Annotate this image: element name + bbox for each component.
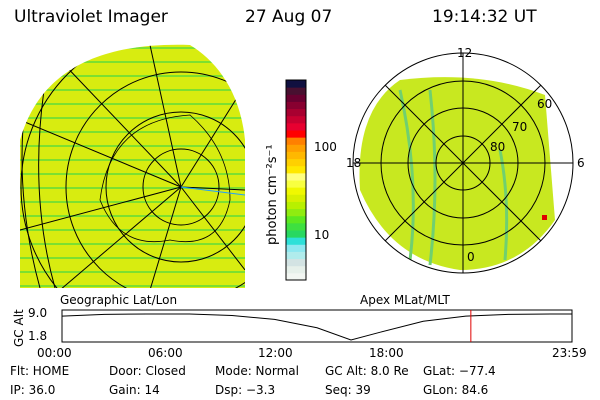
- colorbar-tick: 100: [314, 140, 337, 154]
- polar-label-6: 6: [577, 156, 585, 170]
- colorbar-segment: [286, 108, 306, 117]
- polar-label-70: 70: [512, 120, 528, 134]
- x-tick: 00:00: [37, 346, 72, 360]
- x-tick: 06:00: [148, 346, 183, 360]
- colorbar-segment: [286, 144, 306, 152]
- colorbar-segment: [286, 172, 306, 181]
- x-tick: 18:00: [369, 346, 404, 360]
- polar-label-18: 18: [346, 156, 362, 170]
- colorbar-segment: [286, 258, 306, 267]
- geographic-map: [20, 44, 245, 288]
- status-field: IP: 36.0: [10, 383, 56, 397]
- colorbar-segment: [286, 208, 306, 217]
- colorbar-segment: [286, 151, 306, 160]
- colorbar-segment: [286, 130, 306, 138]
- colorbar: [286, 80, 306, 281]
- colorbar-segment: [286, 80, 306, 88]
- colorbar-tick: 10: [314, 228, 330, 242]
- y-tick: 9.0: [28, 306, 48, 320]
- time-label: 19:14:32 UT: [432, 7, 537, 27]
- status-field: GC Alt: 8.0 Re: [325, 364, 409, 378]
- colorbar-segment: [286, 165, 306, 174]
- status-field: Dsp: −3.3: [215, 383, 276, 397]
- colorbar-segment: [286, 244, 306, 252]
- colorbar-segment: [286, 122, 306, 131]
- colorbar-segment: [286, 230, 306, 238]
- colorbar-segment: [286, 101, 306, 110]
- x-tick: 23:59: [552, 346, 587, 360]
- colorbar-segment: [286, 272, 306, 281]
- status-field: Flt: HOME: [10, 364, 70, 378]
- colorbar-segment: [286, 115, 306, 124]
- colorbar-segment: [286, 215, 306, 224]
- colorbar-segment: [286, 265, 306, 274]
- app-title: Ultraviolet Imager: [14, 7, 168, 27]
- colorbar-segment: [286, 87, 306, 95]
- colorbar-segment: [286, 194, 306, 202]
- date-label: 27 Aug 07: [245, 7, 333, 27]
- y-axis-label: GC Alt: [12, 309, 26, 347]
- polar-plot: [352, 52, 574, 274]
- colorbar-segment: [286, 201, 306, 210]
- colorbar-segment: [286, 237, 306, 245]
- colorbar-segment: [286, 158, 306, 167]
- y-tick: 1.8: [28, 329, 48, 343]
- colorbar-segment: [286, 251, 306, 260]
- colorbar-segment: [286, 137, 306, 145]
- colorbar-segment: [286, 180, 306, 188]
- polar-label-0: 0: [467, 250, 475, 264]
- status-field: Mode: Normal: [215, 364, 299, 378]
- polar-label-80: 80: [490, 140, 506, 154]
- emission-image-left: [20, 44, 245, 288]
- polar-label-12: 12: [457, 46, 473, 60]
- status-field: Door: Closed: [109, 364, 186, 378]
- status-field: Gain: 14: [109, 383, 160, 397]
- colorbar-label: photon cm⁻²s⁻¹: [265, 144, 280, 245]
- colorbar-segment: [286, 222, 306, 231]
- gc-alt-line: [61, 313, 572, 341]
- colorbar-segment: [286, 94, 306, 102]
- x-tick: 12:00: [258, 346, 293, 360]
- polar-label-60: 60: [537, 97, 553, 111]
- right-panel-label: Apex MLat/MLT: [360, 293, 450, 307]
- status-field: GLat: −77.4: [423, 364, 496, 378]
- colorbar-segment: [286, 187, 306, 195]
- status-field: Seq: 39: [325, 383, 371, 397]
- status-field: GLon: 84.6: [423, 383, 489, 397]
- left-panel-label: Geographic Lat/Lon: [60, 293, 178, 307]
